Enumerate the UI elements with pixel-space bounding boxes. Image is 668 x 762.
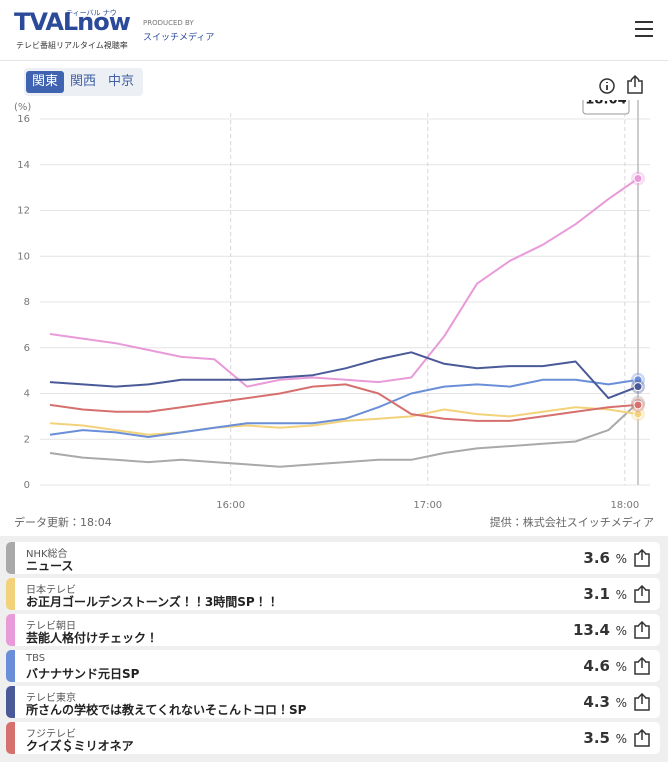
share-button[interactable]	[626, 75, 644, 95]
header: TVALnow ティーバル ナウ テレビ番組リアルタイム視聴率 PRODUCED…	[0, 0, 668, 61]
menu-button[interactable]	[634, 20, 654, 38]
info-button[interactable]	[598, 77, 616, 95]
rating: 4.3	[583, 693, 610, 711]
program-row[interactable]: NHK総合 ニュース 3.6%	[6, 542, 660, 574]
rating-unit: %	[615, 732, 627, 746]
end-point	[633, 400, 643, 410]
share-button[interactable]	[634, 585, 650, 603]
program-title: クイズ＄ミリオネア	[26, 739, 134, 753]
program-list: NHK総合 ニュース 3.6% 日本テレビ お正月ゴールデンストーンズ！！3時間SP！！…	[0, 536, 668, 762]
tab[interactable]: 関東	[26, 71, 64, 93]
y-unit: (%)	[14, 102, 31, 113]
rating-unit: %	[615, 588, 627, 602]
produced-by: PRODUCED BY	[143, 19, 194, 27]
channel-name: TBS	[26, 653, 46, 664]
chart: (%) 0 2 4 6 8 10 12 14 16 16:00 17:00 18:00 18:04	[14, 100, 650, 511]
program-title: バナナサンド元日SP	[26, 667, 140, 681]
tab[interactable]: 関西	[69, 74, 96, 89]
series-line	[49, 401, 639, 468]
x-tick-label: 18:00	[610, 500, 639, 511]
cursor-box	[582, 100, 630, 115]
channel-color	[6, 650, 15, 682]
program-row[interactable]: テレビ朝日 芸能人格付けチェック！ 13.4%	[6, 614, 660, 646]
rating-unit: %	[615, 552, 627, 566]
channel-color	[6, 542, 15, 574]
rating-unit: %	[615, 696, 627, 710]
channel-name: フジテレビ	[26, 729, 76, 740]
y-tick-label: 12	[17, 206, 30, 217]
rating-unit: %	[615, 660, 627, 674]
program-title: 芸能人格付けチェック！	[26, 631, 159, 645]
y-tick-label: 2	[24, 434, 30, 445]
x-tick-label: 17:00	[413, 500, 442, 511]
share-button[interactable]	[634, 729, 650, 747]
y-tick-label: 8	[24, 297, 30, 308]
y-tick-label: 6	[24, 343, 30, 354]
share-button[interactable]	[634, 549, 650, 567]
channel-name: テレビ朝日	[26, 621, 76, 632]
rating: 3.5	[583, 729, 610, 747]
series-line	[49, 378, 639, 438]
y-tick-label: 16	[17, 114, 30, 125]
end-point	[633, 173, 643, 183]
program-row[interactable]: 日本テレビ お正月ゴールデンストーンズ！！3時間SP！！ 3.1%	[6, 578, 660, 610]
program-title: ニュース	[26, 559, 74, 573]
series-line	[49, 177, 639, 388]
channel-color	[6, 578, 15, 610]
end-point	[633, 409, 643, 419]
provider: 提供：株式会社スイッチメディア	[489, 516, 654, 529]
update-time: データ更新：18:04	[14, 516, 112, 529]
y-tick-label: 0	[24, 480, 30, 491]
share-button[interactable]	[634, 657, 650, 675]
rating: 13.4	[572, 621, 610, 639]
producer: スイッチメディア	[143, 33, 215, 43]
y-tick-label: 14	[17, 160, 30, 171]
rating: 3.6	[583, 549, 610, 567]
channel-color	[6, 614, 15, 646]
program-row[interactable]: テレビ東京 所さんの学校では教えてくれないそこんトコロ！SP 4.3%	[6, 686, 660, 718]
logo[interactable]: TVALnow	[14, 8, 131, 36]
logo-kana: ティーバル ナウ	[66, 9, 117, 17]
rating-unit: %	[615, 624, 627, 638]
rating: 3.1	[583, 585, 610, 603]
series-line	[49, 406, 639, 436]
channel-name: テレビ東京	[26, 693, 76, 704]
region-tabs: 関東 関西 中京	[24, 68, 143, 96]
program-title: お正月ゴールデンストーンズ！！3時間SP！！	[26, 595, 279, 609]
series-line	[49, 383, 639, 422]
share-button[interactable]	[634, 693, 650, 711]
end-point	[633, 382, 643, 392]
program-row[interactable]: フジテレビ クイズ＄ミリオネア 3.5%	[6, 722, 660, 754]
share-button[interactable]	[634, 621, 650, 639]
channel-color	[6, 686, 15, 718]
channel-name: 日本テレビ	[26, 585, 76, 596]
channel-color	[6, 722, 15, 754]
x-tick-label: 16:00	[216, 500, 245, 511]
y-tick-label: 10	[17, 251, 30, 262]
rating: 4.6	[583, 657, 610, 675]
series-line	[49, 351, 639, 400]
tagline: テレビ番組リアルタイム視聴率	[16, 41, 128, 50]
cursor-label: 18:04	[585, 100, 626, 108]
channel-name: NHK総合	[26, 549, 68, 560]
program-row[interactable]: TBS バナナサンド元日SP 4.6%	[6, 650, 660, 682]
program-title: 所さんの学校では教えてくれないそこんトコロ！SP	[26, 703, 307, 717]
tab[interactable]: 中京	[107, 74, 134, 89]
y-tick-label: 4	[24, 389, 30, 400]
